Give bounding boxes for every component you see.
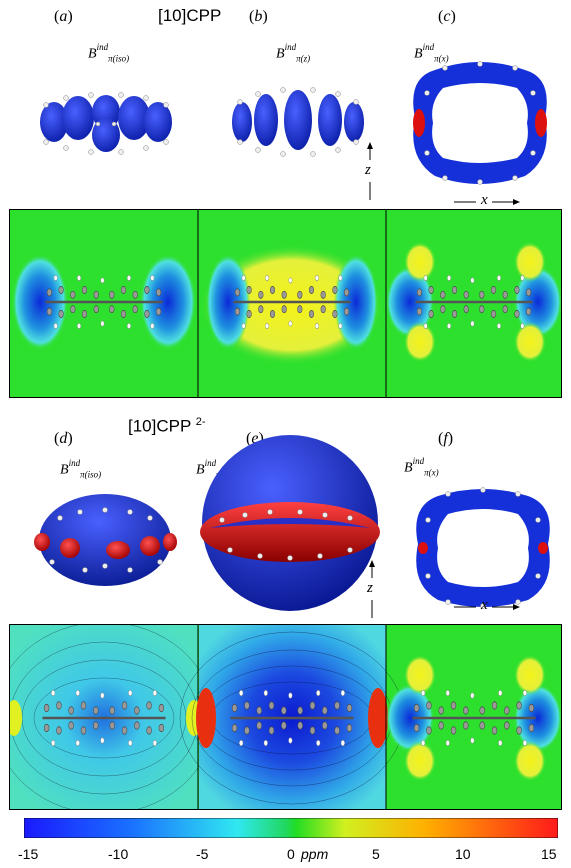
isosurface-e bbox=[200, 435, 380, 611]
colorbar-tick: -5 bbox=[196, 846, 209, 862]
z-axis-arrow-top bbox=[367, 142, 373, 200]
colorbar bbox=[24, 818, 558, 838]
colorbar-tick: -10 bbox=[108, 846, 129, 862]
z-axis-arrow-bottom bbox=[369, 560, 375, 618]
panel-letter-a: (a) bbox=[54, 8, 73, 25]
colorbar-tick: 10 bbox=[455, 846, 471, 862]
z-axis-label-top: z bbox=[365, 162, 371, 178]
label-c: Bindπ(x) bbox=[414, 42, 449, 64]
isosurface-d bbox=[34, 494, 177, 586]
isosurface-a bbox=[40, 92, 172, 155]
label-b: Bindπ(z) bbox=[276, 42, 311, 64]
isosurface-c bbox=[413, 61, 547, 185]
isosurface-b bbox=[232, 87, 364, 157]
bottom-contour-strip bbox=[9, 624, 562, 810]
label-a: Bindπ(iso) bbox=[88, 42, 130, 64]
colorbar-tick: 15 bbox=[541, 846, 557, 862]
bottom-title: [10]CPP 2- bbox=[128, 416, 206, 436]
panel-letter-b: (b) bbox=[249, 8, 268, 25]
label-f: Bindπ(x) bbox=[404, 456, 439, 478]
isosurface-f bbox=[416, 487, 550, 609]
top-contour-strip bbox=[9, 209, 562, 398]
colorbar-tick: 5 bbox=[372, 846, 380, 862]
x-axis-arrow-bottom bbox=[454, 604, 520, 610]
panel-letter-f: (f) bbox=[438, 430, 454, 447]
panel-letter-e: (e) bbox=[246, 430, 264, 447]
x-axis-label-bottom: x bbox=[481, 597, 488, 613]
label-d: Bindπ(iso) bbox=[60, 458, 102, 480]
x-axis-label-top: x bbox=[481, 192, 488, 208]
colorbar-tick: 0 bbox=[287, 846, 295, 862]
panel-letter-d: (d) bbox=[54, 430, 73, 447]
z-axis-label-bottom: z bbox=[367, 580, 373, 596]
x-axis-arrow-top bbox=[454, 199, 520, 205]
top-title: [10]CPP bbox=[158, 6, 222, 25]
panel-letter-c: (c) bbox=[438, 8, 456, 25]
colorbar-tick: -15 bbox=[18, 846, 39, 862]
colorbar-unit: ppm bbox=[301, 846, 329, 862]
